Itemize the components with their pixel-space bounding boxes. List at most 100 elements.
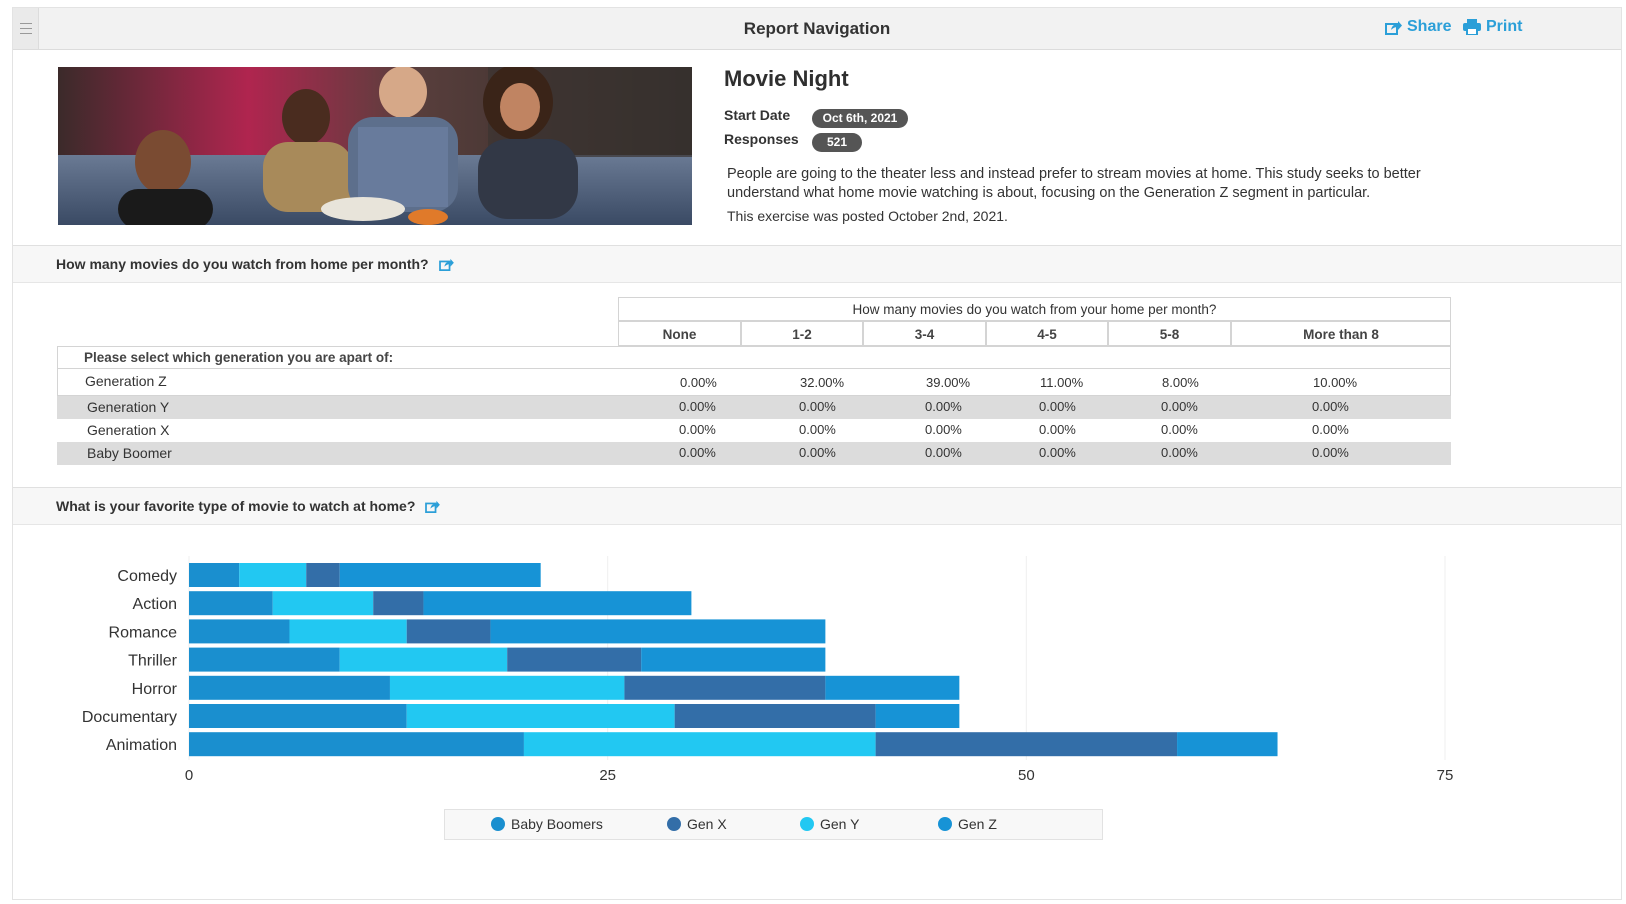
share-icon[interactable] — [425, 500, 441, 513]
legend-label: Baby Boomers — [511, 816, 603, 832]
bar-segment[interactable] — [423, 591, 692, 616]
table-cell: 11.00% — [1040, 375, 1084, 390]
column-header-label: 4-5 — [1037, 327, 1057, 342]
bar-segment[interactable] — [490, 619, 826, 644]
bar-segment[interactable] — [406, 619, 491, 644]
responses-label: Responses — [724, 131, 799, 147]
bar-segment[interactable] — [875, 732, 1178, 757]
question-2-header: What is your favorite type of movie to w… — [13, 487, 1621, 525]
table-cell: 0.00% — [1312, 445, 1349, 460]
bar-segment[interactable] — [825, 675, 960, 700]
table-cell: 32.00% — [800, 375, 845, 390]
exercise-description: People are going to the theater less and… — [727, 166, 1421, 201]
column-header: 1-2 — [741, 321, 863, 346]
row-label: Generation Y — [87, 399, 170, 415]
table-cell: 0.00% — [1312, 422, 1349, 437]
legend-swatch — [667, 817, 681, 831]
table-cell: 0.00% — [1039, 422, 1076, 437]
bar-segment[interactable] — [641, 647, 826, 672]
legend-item[interactable]: Gen X — [667, 816, 727, 832]
share-icon[interactable] — [438, 258, 454, 271]
legend-swatch — [491, 817, 505, 831]
column-header: 4-5 — [986, 321, 1108, 346]
bar-segment[interactable] — [239, 563, 307, 587]
share-button[interactable]: Share — [1385, 18, 1451, 36]
column-header-label: 5-8 — [1159, 327, 1180, 342]
column-header-label: More than 8 — [1303, 327, 1379, 342]
table-title-cell: How many movies do you watch from your h… — [618, 297, 1451, 321]
bar-segment[interactable] — [189, 563, 240, 587]
table-row: Generation Z 0.00% 32.00% 39.00% 11.00% 8.00%… — [57, 369, 1451, 396]
legend-item[interactable]: Gen Z — [938, 816, 997, 832]
row-label: Baby Boomer — [87, 445, 172, 461]
bar-segment[interactable] — [1177, 732, 1278, 757]
x-tick-label: 0 — [185, 767, 193, 784]
table-row: Generation Y 0.00% 0.00% 0.00% 0.00% 0.00% 0.0… — [57, 396, 1451, 419]
bar-segment[interactable] — [306, 563, 340, 587]
table-cell: 0.00% — [925, 399, 962, 414]
bar-segment[interactable] — [624, 675, 826, 700]
printer-icon — [1463, 19, 1481, 35]
bar-segment[interactable] — [507, 647, 642, 672]
start-date-badge: Oct 6th, 2021 — [812, 109, 908, 128]
column-header-label: 3-4 — [914, 327, 935, 342]
table-cell: 0.00% — [925, 445, 962, 460]
column-header: More than 8 — [1231, 321, 1451, 346]
bar-segment[interactable] — [339, 563, 541, 587]
category-label: Thriller — [128, 653, 178, 670]
bar-segment[interactable] — [406, 704, 675, 728]
favorite-movie-type-chart: 0 25 50 75 Comedy Action Romance Thriller Horror… — [82, 556, 1454, 784]
chart-legend: Baby Boomers Gen X Gen Y Gen Z — [444, 809, 1103, 840]
bar-segment[interactable] — [189, 647, 340, 672]
table-cell: 0.00% — [1039, 445, 1076, 460]
category-label: Horror — [132, 681, 178, 698]
bar-segment[interactable] — [523, 732, 876, 757]
x-tick-label: 75 — [1437, 767, 1454, 784]
category-label: Action — [133, 596, 177, 613]
bar-segment[interactable] — [272, 591, 374, 616]
legend-swatch — [800, 817, 814, 831]
exercise-title: Movie Night — [724, 66, 849, 91]
table-cell: 8.00% — [1162, 375, 1199, 390]
table-cell: 0.00% — [799, 422, 836, 437]
bar-segment[interactable] — [189, 732, 524, 757]
bar-segment[interactable] — [189, 619, 290, 644]
column-header: 3-4 — [863, 321, 986, 346]
bar-segment[interactable] — [373, 591, 424, 616]
bar-segment[interactable] — [875, 704, 960, 728]
bar-segment[interactable] — [189, 704, 407, 728]
legend-label: Gen Z — [958, 816, 997, 832]
share-icon — [1385, 20, 1402, 35]
column-header: 5-8 — [1108, 321, 1231, 346]
table-cell: 0.00% — [679, 445, 716, 460]
row-header-label: Please select which generation you are a… — [84, 350, 394, 365]
category-label: Animation — [106, 737, 177, 754]
question-2-title: What is your favorite type of movie to w… — [56, 498, 416, 514]
print-button[interactable]: Print — [1463, 18, 1522, 36]
bar-segment[interactable] — [674, 704, 876, 728]
report-navigation-bar: Report Navigation Share Print — [13, 8, 1621, 50]
category-label: Romance — [109, 624, 178, 641]
table-row: Baby Boomer 0.00% 0.00% 0.00% 0.00% 0.00% 0.00… — [57, 442, 1451, 465]
report-frame: Report Navigation Share Print — [12, 7, 1622, 900]
legend-item[interactable]: Baby Boomers — [491, 816, 603, 832]
bar-segment[interactable] — [189, 675, 390, 700]
question-1-title: How many movies do you watch from home p… — [56, 256, 429, 272]
legend-item[interactable]: Gen Y — [800, 816, 859, 832]
page-title: Report Navigation — [743, 19, 891, 38]
table-cell: 0.00% — [925, 422, 962, 437]
table-cell: 0.00% — [1161, 422, 1198, 437]
bar-segment[interactable] — [339, 647, 508, 672]
bar-segment[interactable] — [389, 675, 625, 700]
table-cell: 0.00% — [1039, 399, 1076, 414]
x-tick-label: 25 — [599, 767, 616, 784]
bar-segment[interactable] — [189, 591, 273, 616]
print-label: Print — [1486, 18, 1523, 35]
start-date-label: Start Date — [724, 107, 791, 123]
table-row: Generation X 0.00% 0.00% 0.00% 0.00% 0.00% 0.0… — [57, 419, 1451, 442]
bar-segment[interactable] — [289, 619, 407, 644]
table-title: How many movies do you watch from your h… — [852, 302, 1217, 317]
table-cell: 0.00% — [799, 399, 836, 414]
menu-toggle-button[interactable] — [13, 8, 39, 49]
row-header-cell: Please select which generation you are a… — [57, 346, 1451, 369]
